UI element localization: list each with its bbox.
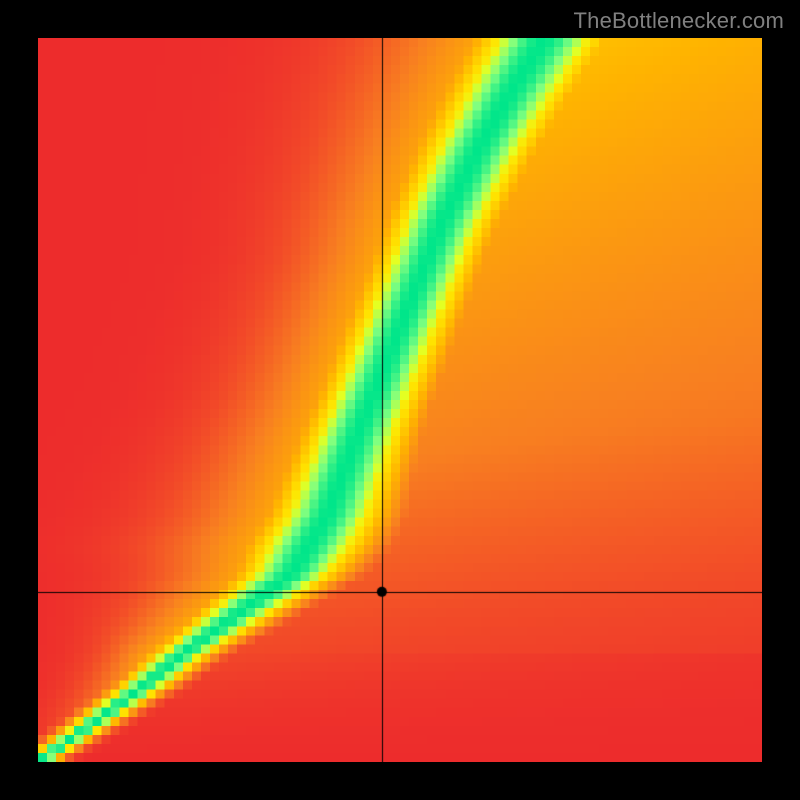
crosshair-overlay bbox=[38, 38, 762, 762]
watermark-text: TheBottlenecker.com bbox=[574, 8, 784, 34]
chart-container: { "watermark": { "text": "TheBottlenecke… bbox=[0, 0, 800, 800]
